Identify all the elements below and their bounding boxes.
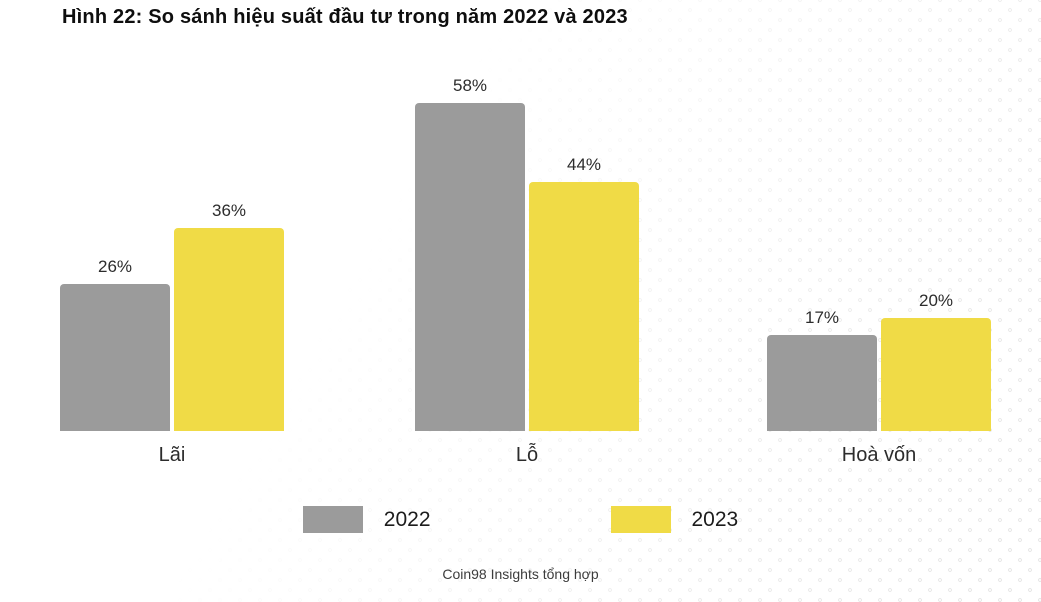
bar-2022-series — [60, 284, 170, 431]
legend-label: 2022 — [383, 507, 431, 531]
bar-wrap: 36% — [174, 201, 284, 431]
value-label: 58% — [452, 76, 488, 95]
value-label: 17% — [804, 308, 840, 327]
category-label: Lãi — [158, 444, 186, 466]
legend-swatch-2023 — [610, 506, 671, 533]
category-label: Lỗ — [515, 444, 539, 466]
bar-2023-series — [174, 228, 284, 431]
bar-group-2: 17% 20% Hoà vốn — [767, 291, 991, 466]
bar-pair: 26% 36% — [60, 201, 284, 431]
bar-group-1: 58% 44% Lỗ — [415, 76, 639, 466]
source-caption: Coin98 Insights tổng hợp — [442, 566, 599, 582]
legend-item-2023: 2023 — [610, 506, 739, 533]
bar-wrap: 17% — [767, 308, 877, 431]
legend-swatch-2022 — [302, 506, 363, 533]
legend-item-2022: 2022 — [302, 506, 431, 533]
bar-wrap: 44% — [529, 155, 639, 431]
value-label: 26% — [97, 257, 133, 276]
bar-2023-series — [529, 182, 639, 431]
bar-2023-series — [881, 318, 991, 431]
value-label: 44% — [566, 155, 602, 174]
bar-group-0: 26% 36% Lãi — [60, 201, 284, 466]
bar-pair: 58% 44% — [415, 76, 639, 431]
bar-2022-series — [767, 335, 877, 431]
bar-wrap: 58% — [415, 76, 525, 431]
bar-chart-plot: 26% 36% Lãi 58% 44% Lỗ 17% 20% Hoà vốn — [60, 76, 991, 466]
value-label: 20% — [918, 291, 954, 310]
category-label: Hoà vốn — [841, 444, 917, 466]
legend-label: 2023 — [691, 507, 739, 531]
value-label: 36% — [211, 201, 247, 220]
bar-pair: 17% 20% — [767, 291, 991, 431]
bar-wrap: 26% — [60, 257, 170, 431]
bar-2022-series — [415, 103, 525, 431]
chart-legend: 2022 2023 — [0, 506, 1041, 533]
bar-wrap: 20% — [881, 291, 991, 431]
chart-title: Hình 22: So sánh hiệu suất đầu tư trong … — [62, 6, 628, 28]
